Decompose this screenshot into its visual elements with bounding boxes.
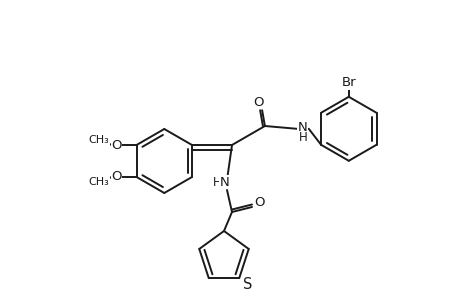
Text: H: H — [212, 176, 221, 188]
Text: O: O — [111, 170, 122, 184]
Text: S: S — [242, 277, 252, 292]
Text: O: O — [252, 96, 263, 109]
Text: CH₃: CH₃ — [88, 177, 109, 187]
Text: N: N — [297, 121, 307, 134]
Text: O: O — [254, 196, 265, 209]
Text: CH₃: CH₃ — [88, 135, 109, 145]
Text: O: O — [111, 139, 122, 152]
Text: Br: Br — [341, 76, 355, 89]
Text: H: H — [298, 131, 307, 144]
Text: N: N — [220, 176, 230, 188]
